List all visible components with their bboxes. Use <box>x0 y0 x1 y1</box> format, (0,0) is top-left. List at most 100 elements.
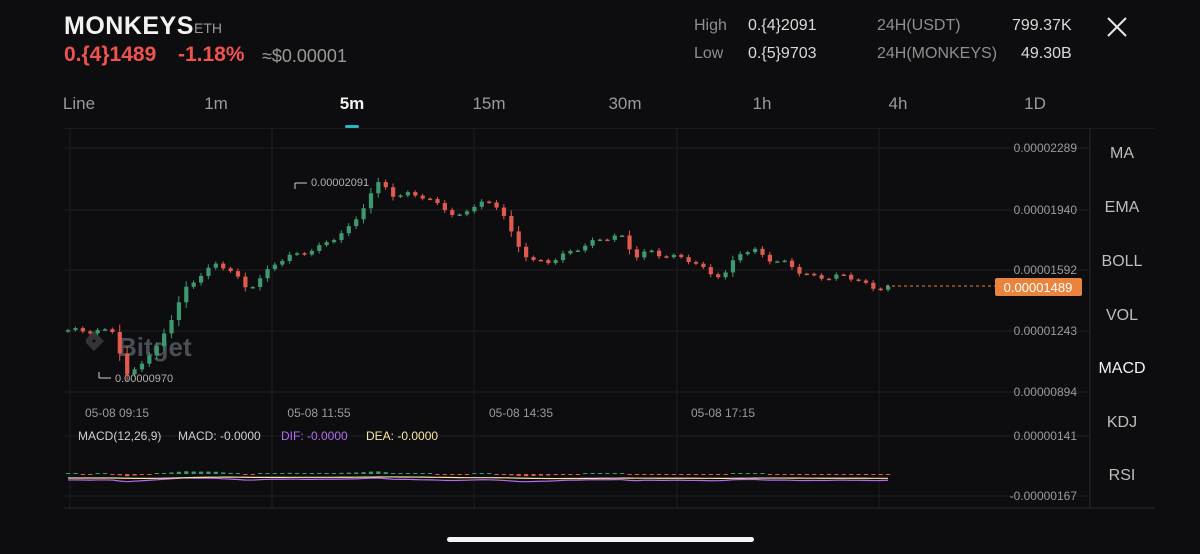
indicator-ema[interactable]: EMA <box>1104 199 1140 216</box>
macd-bar <box>346 472 351 474</box>
dif-value: DIF: -0.0000 <box>281 429 348 443</box>
macd-bar <box>472 473 477 474</box>
tab-30m[interactable]: 30m <box>608 94 642 113</box>
macd-legend: MACD(12,26,9) MACD: -0.0000 DIF: -0.0000… <box>78 429 438 443</box>
candle <box>457 214 462 216</box>
macd-bar <box>243 474 248 475</box>
macd-bar <box>797 474 802 475</box>
macd-bar <box>871 474 876 475</box>
price-chart[interactable]: Bitget 0.00002091 0.00000970 0.00001489 … <box>0 128 1200 518</box>
indicator-macd[interactable]: MACD <box>1098 360 1146 377</box>
macd-bar <box>649 474 654 475</box>
candle <box>524 246 529 258</box>
candle <box>221 263 226 269</box>
macd-bar <box>427 473 433 474</box>
candle <box>546 260 551 264</box>
macd-bar <box>730 473 736 474</box>
candle <box>139 363 145 370</box>
macd-bar <box>841 474 846 475</box>
candle <box>95 329 100 334</box>
macd-bar <box>339 472 344 474</box>
candle <box>509 215 514 232</box>
macd-bar <box>634 474 640 475</box>
candle <box>361 208 366 220</box>
macd-bar <box>213 471 218 474</box>
macd-bar <box>117 474 122 476</box>
candle <box>487 201 492 204</box>
indicator-rsi[interactable]: RSI <box>1108 467 1136 484</box>
macd-bar <box>110 474 115 475</box>
macd-bar <box>457 474 462 475</box>
macd-bar <box>154 473 159 474</box>
candle <box>642 251 647 258</box>
candle <box>583 245 588 251</box>
candle <box>612 235 617 240</box>
candle <box>553 260 558 264</box>
macd-bar <box>413 473 418 474</box>
indicator-boll[interactable]: BOLL <box>1101 253 1143 270</box>
macd-bar <box>575 474 580 475</box>
tab-1m[interactable]: 1m <box>204 94 228 113</box>
x-tick-3: 05-08 14:35 <box>489 406 553 420</box>
candle <box>634 249 640 258</box>
tab-5m[interactable]: 5m <box>339 94 365 113</box>
macd-bar <box>125 474 130 477</box>
macd-bar <box>88 474 93 475</box>
macd-tick-top: 0.00000141 <box>1014 429 1078 443</box>
tab-1h[interactable]: 1h <box>752 94 772 113</box>
macd-tick-bottom: -0.00000167 <box>1010 489 1078 503</box>
macd-histogram <box>66 471 891 477</box>
vol-token-value: 49.30B <box>1021 45 1072 62</box>
macd-bar <box>693 474 699 475</box>
macd-bar <box>250 474 255 475</box>
candle <box>501 207 507 216</box>
tab-line[interactable]: Line <box>62 94 96 113</box>
candle <box>132 369 137 375</box>
indicator-kdj[interactable]: KDJ <box>1106 414 1138 431</box>
candle <box>841 274 846 277</box>
tab-15m[interactable]: 15m <box>472 94 506 113</box>
candle <box>701 263 706 268</box>
candle <box>228 268 233 272</box>
low-annotation: 0.00000970 <box>115 373 173 385</box>
macd-bar <box>656 474 662 475</box>
candle <box>420 195 425 199</box>
tab-4h[interactable]: 4h <box>888 94 908 113</box>
macd-bar <box>745 473 750 474</box>
candle <box>213 263 218 268</box>
chain-label: ETH <box>194 20 222 36</box>
indicator-ma[interactable]: MA <box>1110 145 1134 162</box>
candle <box>804 273 809 276</box>
candle <box>191 282 196 287</box>
macd-bar <box>886 474 891 475</box>
bitget-watermark: Bitget <box>86 331 192 362</box>
macd-bar <box>398 473 403 474</box>
candle <box>649 250 654 253</box>
macd-bar <box>235 473 241 474</box>
home-indicator[interactable] <box>447 537 754 542</box>
x-tick-1: 05-08 09:15 <box>85 406 149 420</box>
macd-bar <box>198 471 204 474</box>
candle <box>597 239 603 242</box>
macd-params: MACD(12,26,9) <box>78 429 161 443</box>
y-tick-4: 0.00001243 <box>1014 324 1078 338</box>
candle <box>605 239 610 242</box>
candle <box>287 254 292 261</box>
candle <box>886 286 891 290</box>
macd-bar <box>66 473 71 474</box>
macd-bar <box>760 473 765 474</box>
price-annotations: 0.00002091 0.00000970 <box>98 177 369 385</box>
macd-bar <box>368 471 374 474</box>
candle <box>450 210 455 215</box>
candle <box>73 328 78 331</box>
macd-bar <box>560 474 566 475</box>
macd-bar <box>590 473 595 474</box>
macd-bar <box>664 474 669 475</box>
candles <box>66 177 891 382</box>
tab-1d[interactable]: 1D <box>1024 94 1046 113</box>
indicator-vol[interactable]: VOL <box>1105 307 1138 324</box>
close-button[interactable] <box>1102 12 1132 42</box>
candle <box>383 182 388 188</box>
macd-bar <box>716 474 721 475</box>
candle <box>789 260 795 267</box>
